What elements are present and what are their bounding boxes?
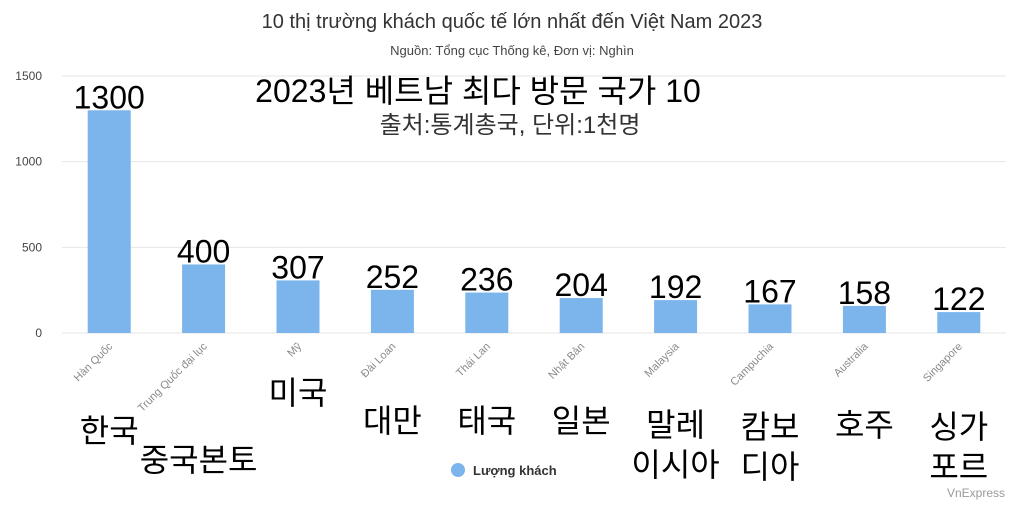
data-label: 192 [649, 269, 702, 305]
legend-label: Lượng khách [473, 463, 557, 478]
y-axis-ticks: 0 500 1000 1500 [15, 69, 42, 340]
bar [748, 304, 792, 333]
y-tick-label: 1500 [15, 69, 42, 83]
data-label: 252 [366, 259, 419, 295]
x-tick-label: Trung Quốc đại lục [136, 340, 210, 414]
korean-label: 태국 [457, 403, 516, 439]
korean-label: 말레 [646, 407, 705, 443]
bars [87, 110, 981, 334]
bar [842, 305, 886, 333]
x-tick-label: Hàn Quốc [72, 340, 116, 384]
x-tick-label: Malaysia [643, 340, 683, 380]
korean-label: 디아 [741, 449, 800, 485]
data-label: 122 [932, 281, 985, 317]
x-tick-label: Singapore [921, 341, 965, 385]
korean-title: 2023년 베트남 최다 방문 국가 10 [255, 73, 701, 109]
data-label: 1300 [74, 79, 145, 115]
x-tick-label: Campuchia [728, 340, 776, 388]
data-label: 204 [555, 267, 608, 303]
bar [559, 298, 603, 333]
chart-subtitle: Nguồn: Tổng cục Thống kê, Đơn vị: Nghìn [390, 43, 634, 58]
korean-label: 미국 [269, 375, 328, 411]
x-axis-ticks: Hàn Quốc Trung Quốc đại lục Mỹ Đài Loan Thái… [72, 340, 965, 415]
korean-label: 이시아 [631, 447, 719, 483]
korean-label: 캄보 [741, 409, 800, 445]
legend[interactable]: Lượng khách [451, 463, 557, 478]
bar [276, 280, 320, 333]
data-label: 236 [460, 262, 513, 298]
korean-subtitle: 출처:통계총국, 단위:1천명 [380, 112, 641, 139]
x-tick-label: Thái Lan [454, 341, 493, 380]
x-tick-label: Mỹ [285, 340, 304, 359]
data-label: 400 [177, 233, 230, 269]
bar [182, 264, 226, 333]
korean-label: 중국본토 [140, 442, 258, 478]
legend-marker [451, 463, 465, 477]
y-tick-label: 1000 [15, 155, 42, 169]
data-label: 158 [838, 275, 891, 311]
bar [937, 312, 981, 333]
credit-label: VnExpress [947, 486, 1005, 500]
bar [465, 292, 509, 333]
bar [654, 300, 698, 333]
data-labels: 1300 400 307 252 236 204 192 167 158 122 [74, 79, 986, 317]
x-tick-label: Đài Loan [359, 341, 399, 381]
x-tick-label: Nhật Bản [546, 341, 587, 382]
korean-label: 포르 [929, 449, 988, 485]
bar [370, 289, 414, 333]
bar [87, 110, 131, 334]
data-label: 307 [271, 249, 324, 285]
korean-label: 일본 [552, 403, 611, 439]
y-tick-label: 500 [22, 240, 42, 254]
korean-label: 한국 [80, 413, 139, 449]
y-tick-label: 0 [35, 326, 42, 340]
korean-label: 호주 [835, 407, 894, 443]
x-tick-label: Australia [832, 340, 871, 379]
korean-label: 대만 [363, 403, 422, 439]
chart-title: 10 thị trường khách quốc tế lớn nhất đến… [262, 11, 763, 33]
korean-label: 싱가 [929, 409, 988, 445]
data-label: 167 [743, 273, 796, 309]
